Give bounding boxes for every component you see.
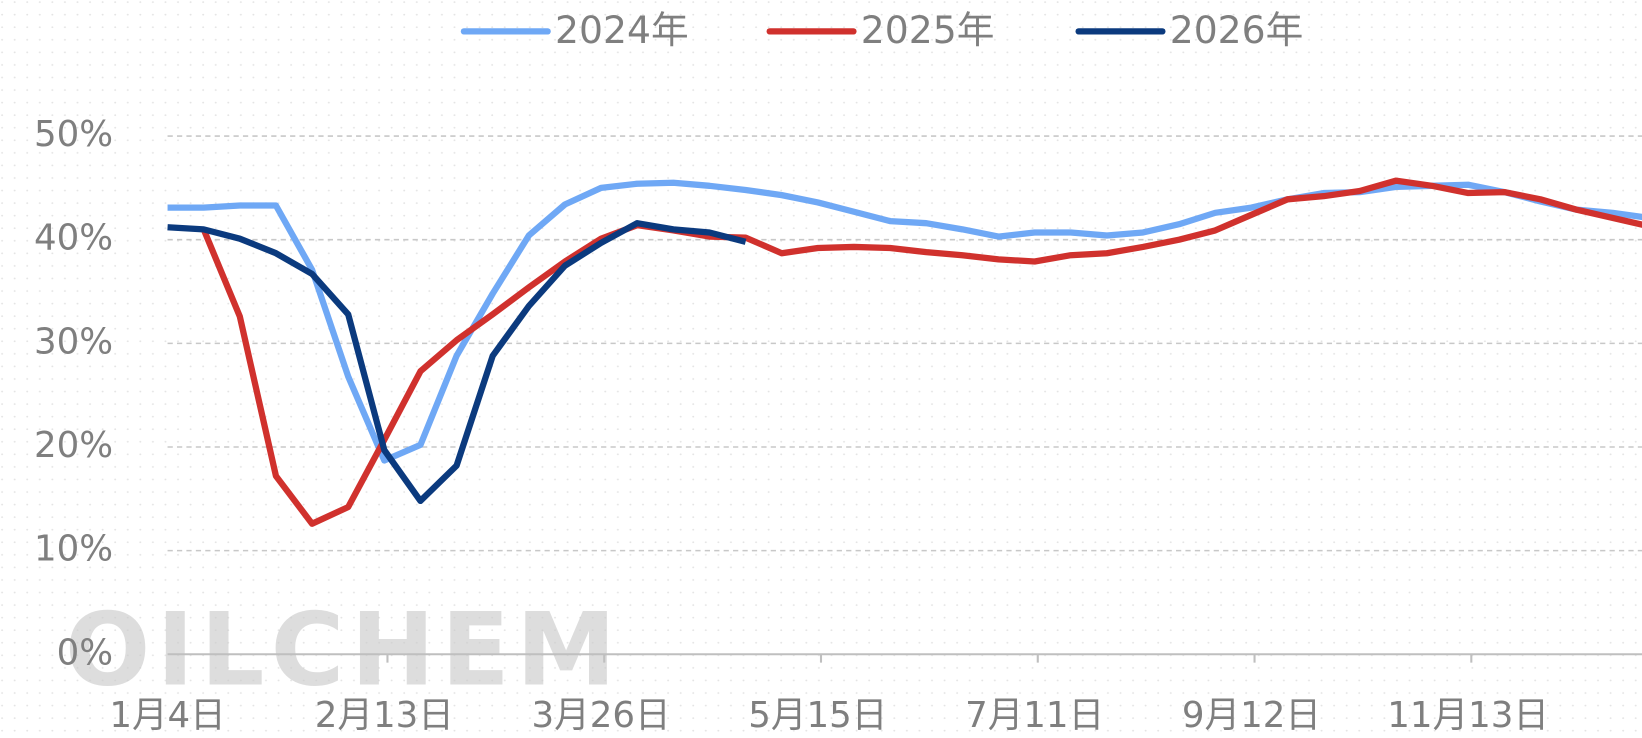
legend-label: 2025年 [861, 8, 995, 52]
x-tick-label: 1月4日 [109, 695, 225, 736]
x-tick-label: 2月13日 [315, 695, 454, 736]
legend-label: 2026年 [1170, 8, 1304, 52]
legend-label: 2024年 [555, 8, 689, 52]
x-tick-label: 5月15日 [748, 695, 887, 736]
series-line [167, 179, 1642, 464]
series-line [167, 220, 747, 505]
y-tick-label: 0% [57, 632, 113, 673]
labels: 0% 10% 20% 30% 40% 50% 1月4日 2月13日 3月26日 5月15日 7月11… [34, 8, 1549, 736]
y-tick-label: 10% [34, 529, 113, 570]
y-tick-label: 40% [34, 218, 113, 259]
x-tick-label: 7月11日 [965, 695, 1104, 736]
watermark: OILCHEM [65, 592, 622, 709]
x-tick-label: 9月12日 [1182, 695, 1321, 736]
series-line [200, 177, 1642, 527]
x-tick-label: 11月13日 [1387, 695, 1549, 736]
lines [167, 177, 1642, 527]
x-tick-label: 3月26日 [532, 695, 671, 736]
y-tick-label: 50% [34, 114, 113, 155]
y-tick-label: 30% [34, 321, 113, 362]
y-tick-label: 20% [34, 425, 113, 466]
